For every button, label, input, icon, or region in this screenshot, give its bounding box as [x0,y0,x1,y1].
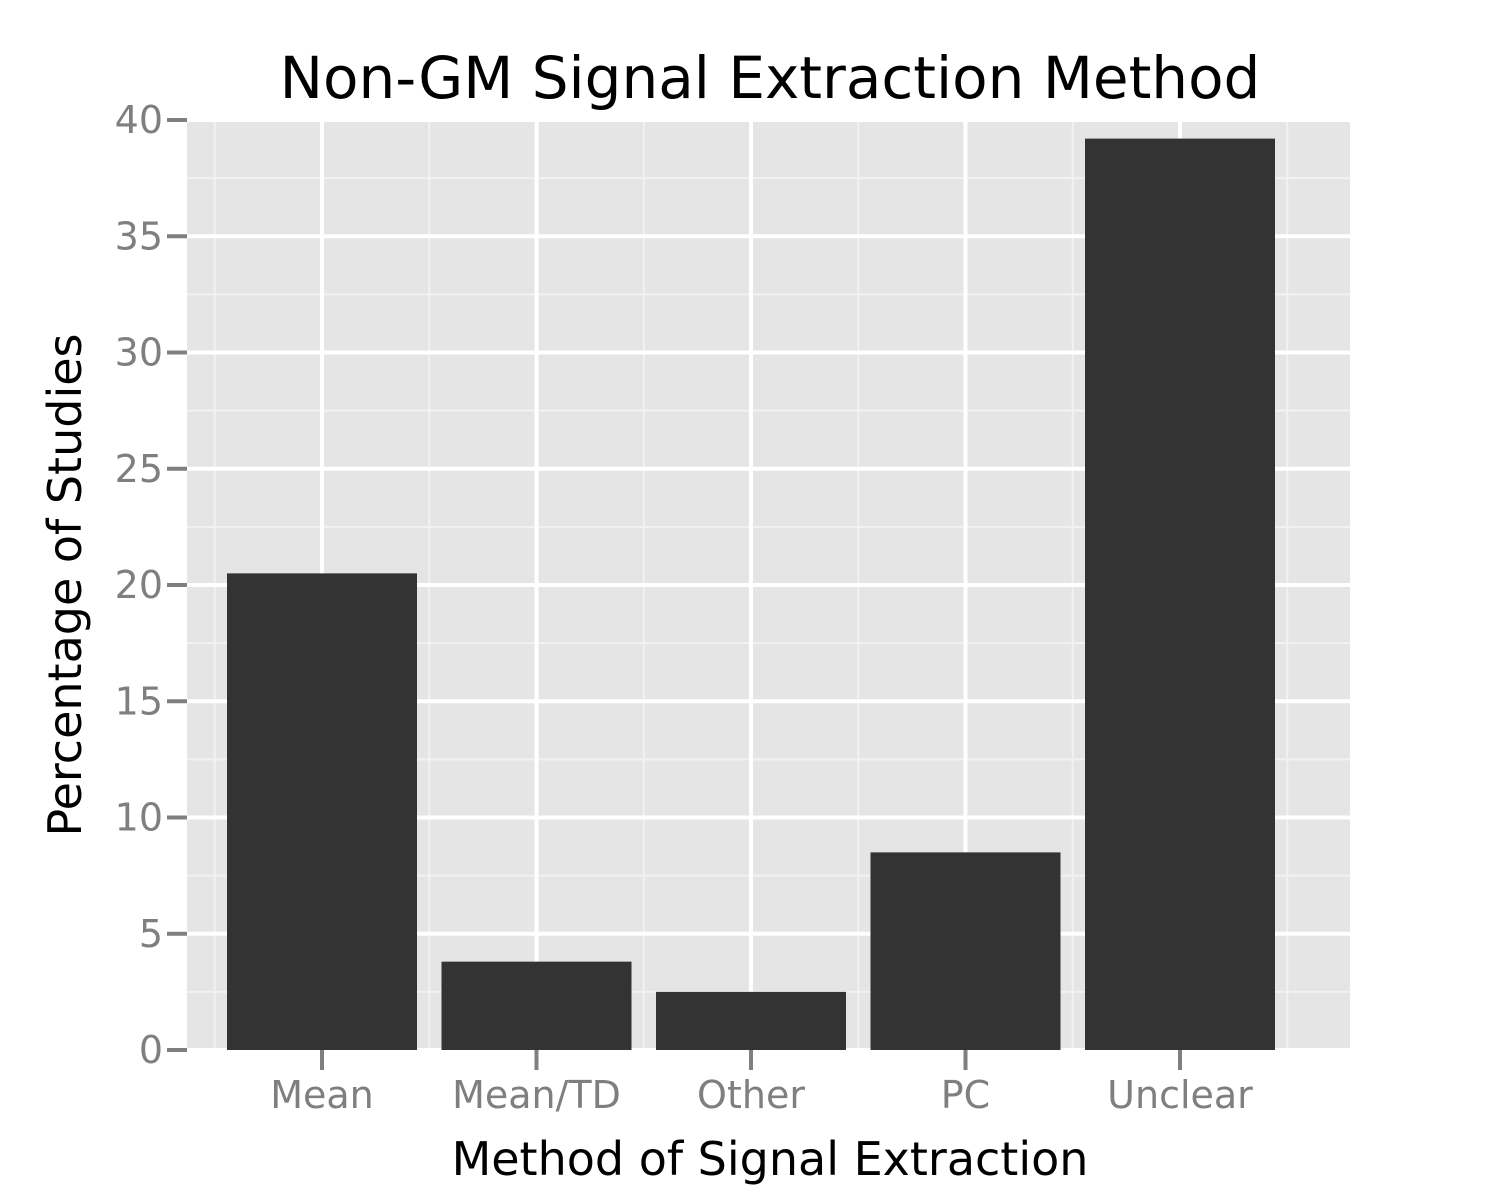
x-tick-label: Mean [270,1073,374,1117]
x-tick-label: PC [941,1073,990,1117]
bar-pc [870,852,1061,1050]
y-tick-label: 30 [115,331,163,375]
axes: 0 5 10 15 20 25 30 35 40 Mean Mean/TD Other PC Unclea… [115,98,1254,1117]
y-tick-label: 5 [139,912,163,956]
chart-title: Non-GM Signal Extraction Method [280,44,1261,112]
y-tick-label: 40 [115,98,163,142]
y-tick-label: 15 [115,679,163,723]
y-tick-label: 25 [115,447,163,491]
y-tick-label: 0 [139,1028,163,1072]
y-tick-label: 20 [115,563,163,607]
bar-mean-td [441,961,632,1050]
x-tick-label: Other [697,1073,805,1117]
x-tick-label: Unclear [1107,1073,1253,1117]
y-axis-title: Percentage of Studies [38,334,92,837]
x-tick-label: Mean/TD [452,1073,621,1117]
bar-mean [227,573,417,1050]
bar-other [656,991,846,1050]
bars [227,138,1275,1051]
bar-unclear [1085,138,1275,1051]
y-tick-label: 10 [115,796,163,840]
x-axis-title: Method of Signal Extraction [452,1132,1089,1186]
y-tick-label: 35 [115,214,163,258]
